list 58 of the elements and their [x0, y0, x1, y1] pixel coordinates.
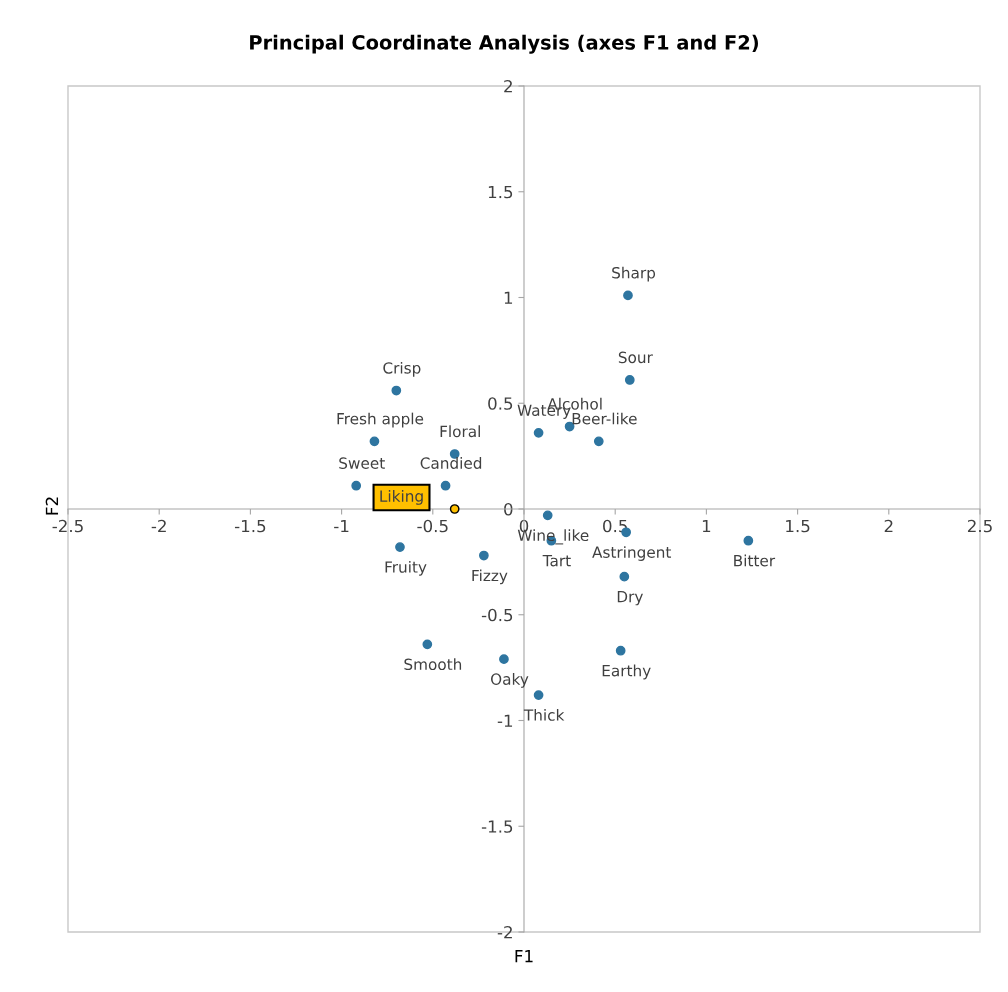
annotation: Sour: [618, 351, 653, 364]
y-tick-label: -2: [497, 925, 512, 939]
chart-title: Principal Coordinate Analysis (axes F1 and F2): [250, 34, 758, 54]
annotation: Fizzy: [472, 569, 508, 585]
x-tick-label: 2: [884, 519, 893, 533]
annotation: Oaky: [490, 673, 529, 688]
series-label: Liking: [380, 490, 423, 505]
y-tick-label: 0: [504, 502, 513, 516]
point: [351, 480, 362, 491]
y-tick-label: 1: [504, 291, 513, 304]
y-tick-label: 0.5: [488, 397, 513, 410]
annotation: Sweet: [339, 457, 385, 469]
x-tick-label: -0.5: [417, 519, 448, 533]
annotation: Dry: [617, 591, 643, 606]
annotation: Earthy: [602, 664, 651, 680]
point: [479, 550, 489, 561]
x-tick-label: -2: [151, 519, 166, 533]
y-tick-label: 2: [504, 79, 512, 93]
x-tick-label: -2.5: [52, 519, 83, 533]
y-tick-label: 1.5: [488, 185, 513, 199]
x-axis-title: F1: [515, 950, 533, 963]
y-tick-label: -1: [497, 714, 513, 727]
x-tick-label: -1.5: [234, 519, 266, 533]
annotation: Candied: [420, 457, 482, 469]
x-tick-label: 2.5: [967, 519, 992, 533]
point: [440, 480, 451, 491]
annotation: Fresh apple: [337, 412, 424, 428]
point: [369, 436, 380, 447]
point: [533, 690, 544, 700]
point: [623, 290, 633, 301]
point: [743, 535, 754, 546]
point: [533, 427, 544, 438]
annotation: Beer-like: [572, 412, 637, 425]
point: [499, 654, 509, 665]
point: [422, 639, 433, 650]
annotation: Sharp: [612, 266, 656, 282]
x-tick-label: 1: [702, 519, 711, 533]
point: [593, 436, 604, 447]
point: [542, 510, 553, 521]
y-tick-label: -0.5: [481, 608, 513, 622]
y-tick-label: -1.5: [481, 820, 513, 833]
annotation: Floral: [440, 425, 480, 438]
point: [395, 542, 405, 552]
point: [391, 385, 402, 396]
x-tick-label: -1: [334, 519, 349, 533]
annotation: Fruity: [385, 560, 427, 576]
point: [449, 504, 460, 514]
point: [619, 571, 630, 582]
annotation: Crisp: [383, 361, 421, 377]
annotation: Tart: [542, 555, 571, 567]
annotation: Astringent: [592, 546, 672, 561]
x-tick-label: 1.5: [786, 519, 810, 533]
point: [624, 375, 635, 385]
annotation: Thick: [523, 709, 565, 721]
point: [615, 645, 626, 656]
y-axis-title: F2: [45, 497, 59, 515]
annotation: Smooth: [404, 658, 462, 671]
annotation: Bitter: [734, 554, 776, 567]
